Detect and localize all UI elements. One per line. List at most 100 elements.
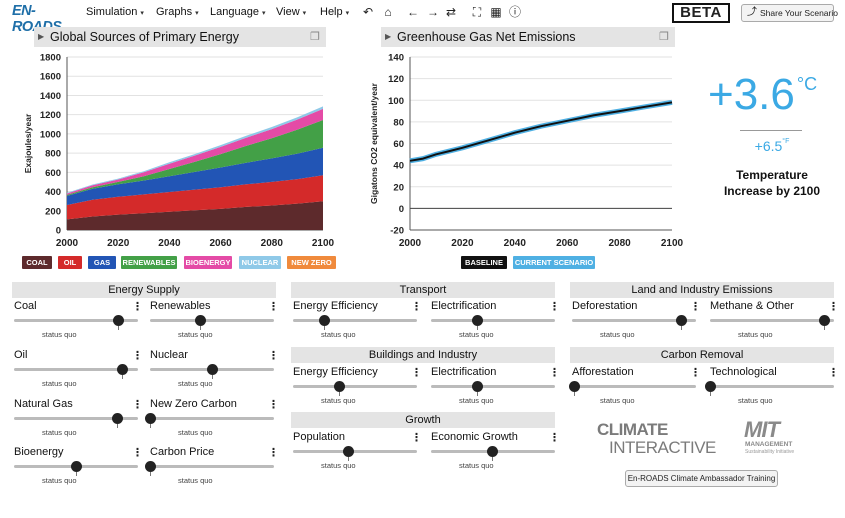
slider-knob[interactable] bbox=[819, 315, 830, 326]
refresh-icon[interactable]: ⇄ bbox=[445, 5, 457, 19]
climate-interactive-logo[interactable]: CLIMATE INTERACTIVE bbox=[597, 420, 716, 460]
fullscreen-icon[interactable]: ⛶ bbox=[472, 5, 482, 19]
slider-knob[interactable] bbox=[334, 381, 345, 392]
slider-track[interactable] bbox=[293, 319, 417, 322]
slider-knob[interactable] bbox=[195, 315, 206, 326]
slider-track[interactable] bbox=[150, 417, 274, 420]
slider-nuclear[interactable]: Nuclear ⋮ status quo bbox=[150, 349, 279, 391]
slider-track[interactable] bbox=[572, 385, 696, 388]
slider-transport-efficiency[interactable]: Energy Efficiency ⋮ status quo bbox=[293, 300, 422, 342]
slider-track[interactable] bbox=[150, 319, 274, 322]
legend-gas[interactable]: GAS bbox=[88, 256, 116, 269]
slider-knob[interactable] bbox=[117, 364, 128, 375]
more-options-icon[interactable]: ⋮ bbox=[268, 350, 279, 362]
slider-renewables[interactable]: Renewables ⋮ status quo bbox=[150, 300, 279, 342]
more-options-icon[interactable]: ⋮ bbox=[549, 301, 560, 313]
legend-renewables[interactable]: RENEWABLES bbox=[121, 256, 177, 269]
more-options-icon[interactable]: ⋮ bbox=[132, 350, 143, 362]
slider-economic-growth[interactable]: Economic Growth ⋮ status quo bbox=[431, 431, 560, 473]
slider-afforestation[interactable]: Afforestation ⋮ status quo bbox=[569, 366, 701, 408]
share-scenario-button[interactable]: ⤴ Share Your Scenario bbox=[741, 4, 838, 22]
legend-current-scenario[interactable]: CURRENT SCENARIO bbox=[513, 256, 595, 269]
more-options-icon[interactable]: ⋮ bbox=[411, 432, 422, 444]
slider-knob[interactable] bbox=[112, 413, 123, 424]
more-options-icon[interactable]: ⋮ bbox=[828, 367, 839, 379]
more-options-icon[interactable]: ⋮ bbox=[411, 301, 422, 313]
slider-track[interactable] bbox=[150, 465, 274, 468]
menu-help[interactable]: Help ▾ bbox=[320, 6, 350, 18]
more-options-icon[interactable]: ⋮ bbox=[549, 367, 560, 379]
slider-knob[interactable] bbox=[705, 381, 716, 392]
slider-knob[interactable] bbox=[319, 315, 330, 326]
more-options-icon[interactable]: ⋮ bbox=[268, 399, 279, 411]
slider-transport-electrification[interactable]: Electrification ⋮ status quo bbox=[431, 300, 560, 342]
info-icon[interactable]: ⓘ bbox=[508, 5, 521, 19]
menu-simulation[interactable]: Simulation ▾ bbox=[86, 6, 144, 18]
legend-baseline[interactable]: BASELINE bbox=[461, 256, 507, 269]
more-options-icon[interactable]: ⋮ bbox=[268, 447, 279, 459]
slider-track[interactable] bbox=[431, 319, 555, 322]
grid-icon[interactable]: ▦ bbox=[490, 5, 502, 19]
slider-knob[interactable] bbox=[343, 446, 354, 457]
slider-knob[interactable] bbox=[71, 461, 82, 472]
slider-knob[interactable] bbox=[487, 446, 498, 457]
slider-track[interactable] bbox=[14, 319, 138, 322]
menu-graphs[interactable]: Graphs ▾ bbox=[156, 6, 199, 18]
slider-knob[interactable] bbox=[145, 413, 156, 424]
slider-track[interactable] bbox=[293, 385, 417, 388]
more-options-icon[interactable]: ⋮ bbox=[268, 301, 279, 313]
home-icon[interactable]: ⌂ bbox=[384, 5, 392, 19]
more-options-icon[interactable]: ⋮ bbox=[828, 301, 839, 313]
more-options-icon[interactable]: ⋮ bbox=[132, 399, 143, 411]
undo-icon[interactable]: ↶ bbox=[362, 5, 374, 19]
slider-population[interactable]: Population ⋮ status quo bbox=[293, 431, 422, 473]
expand-triangle-icon[interactable]: ▶ bbox=[38, 32, 45, 41]
copy-icon[interactable]: ❐ bbox=[310, 31, 320, 43]
slider-methane[interactable]: Methane & Other ⋮ status quo bbox=[710, 300, 839, 342]
slider-knob[interactable] bbox=[472, 381, 483, 392]
slider-coal[interactable]: Coal ⋮ status quo bbox=[14, 300, 143, 342]
slider-track[interactable] bbox=[14, 368, 138, 371]
more-options-icon[interactable]: ⋮ bbox=[690, 301, 701, 313]
more-options-icon[interactable]: ⋮ bbox=[411, 367, 422, 379]
slider-knob[interactable] bbox=[472, 315, 483, 326]
slider-knob[interactable] bbox=[145, 461, 156, 472]
slider-bioenergy[interactable]: Bioenergy ⋮ status quo bbox=[14, 446, 143, 488]
slider-new-zero-carbon[interactable]: New Zero Carbon ⋮ status quo bbox=[145, 398, 279, 440]
slider-track[interactable] bbox=[710, 385, 834, 388]
slider-track[interactable] bbox=[572, 319, 696, 322]
slider-deforestation[interactable]: Deforestation ⋮ status quo bbox=[572, 300, 701, 342]
legend-coal[interactable]: COAL bbox=[22, 256, 52, 269]
energy-chart-title-bar[interactable]: ▶ Global Sources of Primary Energy ❐ bbox=[34, 27, 326, 47]
slider-knob[interactable] bbox=[207, 364, 218, 375]
back-icon[interactable]: ← bbox=[407, 5, 419, 19]
legend-oil[interactable]: OIL bbox=[58, 256, 82, 269]
slider-track[interactable] bbox=[431, 385, 555, 388]
emissions-chart-title-bar[interactable]: ▶ Greenhouse Gas Net Emissions ❐ bbox=[381, 27, 675, 47]
slider-carbon-price[interactable]: Carbon Price ⋮ status quo bbox=[145, 446, 279, 488]
ambassador-training-button[interactable]: En-ROADS Climate Ambassador Training bbox=[625, 470, 778, 487]
slider-buildings-efficiency[interactable]: Energy Efficiency ⋮ status quo bbox=[293, 366, 422, 408]
slider-natural-gas[interactable]: Natural Gas ⋮ status quo bbox=[14, 398, 143, 440]
slider-track[interactable] bbox=[14, 417, 138, 420]
legend-nuclear[interactable]: NUCLEAR bbox=[239, 256, 281, 269]
menu-view[interactable]: View ▾ bbox=[276, 6, 307, 18]
slider-track[interactable] bbox=[710, 319, 834, 322]
slider-knob[interactable] bbox=[569, 381, 580, 392]
legend-bioenergy[interactable]: BIOENERGY bbox=[184, 256, 232, 269]
mit-sloan-logo[interactable]: MIT MANAGEMENT Sustainability Initiative bbox=[740, 417, 820, 460]
slider-knob[interactable] bbox=[676, 315, 687, 326]
more-options-icon[interactable]: ⋮ bbox=[132, 447, 143, 459]
slider-technological[interactable]: Technological ⋮ status quo bbox=[705, 366, 839, 408]
more-options-icon[interactable]: ⋮ bbox=[132, 301, 143, 313]
slider-buildings-electrification[interactable]: Electrification ⋮ status quo bbox=[431, 366, 560, 408]
slider-track[interactable] bbox=[293, 450, 417, 453]
forward-icon[interactable]: → bbox=[427, 5, 439, 19]
expand-triangle-icon[interactable]: ▶ bbox=[385, 32, 392, 41]
en-roads-logo[interactable]: EN-ROADS bbox=[12, 3, 68, 35]
slider-knob[interactable] bbox=[113, 315, 124, 326]
slider-oil[interactable]: Oil ⋮ status quo bbox=[14, 349, 143, 391]
more-options-icon[interactable]: ⋮ bbox=[549, 432, 560, 444]
copy-icon[interactable]: ❐ bbox=[659, 31, 669, 43]
legend-new-zero[interactable]: NEW ZERO bbox=[287, 256, 336, 269]
